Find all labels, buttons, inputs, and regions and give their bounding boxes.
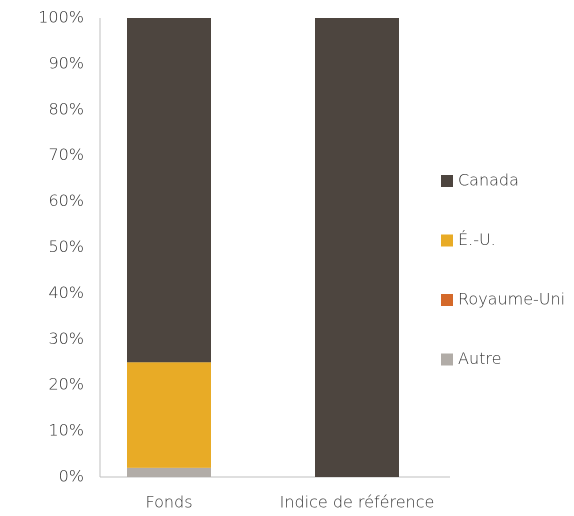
y-tick-label: 100% [38,8,84,27]
y-tick-label: 0% [59,467,84,486]
y-tick-label: 30% [48,329,84,348]
bar-segment [127,467,211,477]
y-tick-label: 70% [48,145,84,164]
x-tick-label: Indice de référence [280,493,435,512]
bar-segment [127,362,211,468]
y-tick-label: 40% [48,283,84,302]
legend-label: Autre [458,349,501,368]
y-tick-label: 20% [48,375,84,394]
y-tick-label: 50% [48,237,84,256]
y-tick-label: 60% [48,191,84,210]
legend-label: É.-U. [458,230,496,249]
y-tick-label: 80% [48,99,84,118]
y-tick-label: 90% [48,53,84,72]
legend-swatch [441,294,453,306]
legend-swatch [441,175,453,187]
legend-swatch [441,353,453,366]
legend-swatch [441,234,453,247]
legend-label: Royaume-Uni [458,290,565,309]
bar-segment [127,18,211,363]
bar-segment [315,18,399,477]
legend-label: Canada [458,171,519,190]
x-tick-label: Fonds [145,493,192,512]
y-tick-label: 10% [48,421,84,440]
